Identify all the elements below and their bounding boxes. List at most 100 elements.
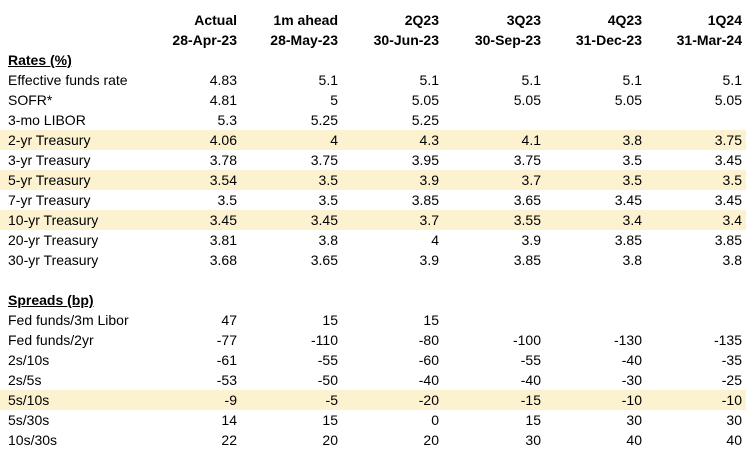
value-cell: 3.9 — [419, 252, 439, 268]
value-cell: -40 — [418, 372, 439, 388]
value-cell: 3.5 — [622, 152, 642, 168]
column-date: 31-Dec-23 — [575, 32, 642, 48]
column-title: 1Q24 — [707, 12, 742, 28]
value-cell: -135 — [713, 332, 742, 348]
value-cell: 5.3 — [217, 112, 237, 128]
value-cell: 3.95 — [411, 152, 439, 168]
value-cell: 4.83 — [209, 72, 237, 88]
value-cell: 15 — [525, 412, 541, 428]
column-date: 30-Sep-23 — [474, 32, 541, 48]
column-date: 28-May-23 — [270, 32, 338, 48]
value-cell: -61 — [216, 352, 237, 368]
highlight-band — [0, 130, 746, 150]
value-cell: 20 — [423, 432, 439, 448]
value-cell: 3.45 — [614, 192, 642, 208]
value-cell: -80 — [418, 332, 439, 348]
value-cell: -55 — [317, 352, 338, 368]
highlight-band — [0, 390, 746, 410]
value-cell: -35 — [721, 352, 742, 368]
value-cell: -77 — [216, 332, 237, 348]
value-cell: 5.1 — [521, 72, 541, 88]
value-cell: 5.1 — [722, 72, 742, 88]
row-label: 3-yr Treasury — [8, 152, 91, 168]
value-cell: 40 — [626, 432, 642, 448]
value-cell: 3.75 — [310, 152, 338, 168]
value-cell: 3.65 — [513, 192, 541, 208]
row-label: 5s/30s — [8, 412, 50, 428]
value-cell: -55 — [520, 352, 541, 368]
value-cell: 30 — [726, 412, 742, 428]
value-cell: 15 — [423, 312, 439, 328]
value-cell: 3.85 — [714, 232, 742, 248]
value-cell: 14 — [221, 412, 237, 428]
section-title: Spreads (bp) — [8, 292, 94, 308]
value-cell: 15 — [322, 312, 338, 328]
value-cell: 3.8 — [722, 252, 742, 268]
column-title: 1m ahead — [273, 12, 338, 28]
value-cell: -60 — [418, 352, 439, 368]
column-date: 31-Mar-24 — [676, 32, 742, 48]
value-cell: 4 — [330, 132, 338, 148]
value-cell: 3.75 — [513, 152, 541, 168]
value-cell: 4.81 — [209, 92, 237, 108]
row-label: Effective funds rate — [8, 72, 128, 88]
value-cell: -10 — [621, 392, 642, 408]
row-label: 20-yr Treasury — [8, 232, 99, 248]
value-cell: -100 — [512, 332, 541, 348]
value-cell: -9 — [224, 392, 237, 408]
value-cell: 4.06 — [209, 132, 237, 148]
value-cell: 3.85 — [513, 252, 541, 268]
value-cell: 5.25 — [310, 112, 338, 128]
value-cell: -5 — [325, 392, 338, 408]
column-date: 28-Apr-23 — [172, 32, 237, 48]
value-cell: -110 — [311, 332, 338, 348]
value-cell: 4 — [431, 232, 439, 248]
row-label: 10-yr Treasury — [8, 212, 99, 228]
row-label: 2s/5s — [8, 372, 42, 388]
column-title: Actual — [194, 12, 237, 28]
value-cell: 40 — [726, 432, 742, 448]
value-cell: -10 — [721, 392, 742, 408]
value-cell: 3.7 — [419, 212, 439, 228]
row-label: SOFR* — [8, 92, 53, 108]
row-label: 5s/10s — [8, 392, 50, 408]
row-label: 30-yr Treasury — [8, 252, 99, 268]
value-cell: 3.8 — [622, 252, 642, 268]
value-cell: 3.9 — [521, 232, 541, 248]
row-label: 10s/30s — [8, 432, 58, 448]
value-cell: 20 — [322, 432, 338, 448]
value-cell: 5.25 — [411, 112, 439, 128]
row-label: 2s/10s — [8, 352, 50, 368]
value-cell: 5.05 — [714, 92, 742, 108]
highlight-band — [0, 170, 746, 190]
value-cell: 5.05 — [614, 92, 642, 108]
row-label: 2-yr Treasury — [8, 132, 91, 148]
value-cell: 3.5 — [722, 172, 742, 188]
value-cell: -20 — [418, 392, 439, 408]
value-cell: 3.81 — [209, 232, 237, 248]
value-cell: 3.85 — [614, 232, 642, 248]
value-cell: 3.55 — [513, 212, 541, 228]
value-cell: 3.4 — [722, 212, 742, 228]
column-title: 2Q23 — [404, 12, 439, 28]
value-cell: -40 — [621, 352, 642, 368]
value-cell: 3.45 — [209, 212, 237, 228]
value-cell: 3.5 — [622, 172, 642, 188]
highlight-band — [0, 210, 746, 230]
value-cell: 3.7 — [521, 172, 541, 188]
value-cell: 3.45 — [310, 212, 338, 228]
row-label: Fed funds/3m Libor — [8, 312, 129, 328]
value-cell: 3.85 — [411, 192, 439, 208]
value-cell: -15 — [520, 392, 541, 408]
value-cell: 3.5 — [318, 192, 338, 208]
value-cell: 0 — [431, 412, 439, 428]
column-title: 4Q23 — [607, 12, 642, 28]
value-cell: 3.8 — [622, 132, 642, 148]
value-cell: 3.9 — [419, 172, 439, 188]
value-cell: 3.5 — [217, 192, 237, 208]
value-cell: 5 — [330, 92, 338, 108]
value-cell: 15 — [322, 412, 338, 428]
value-cell: 3.78 — [209, 152, 237, 168]
value-cell: 3.65 — [310, 252, 338, 268]
